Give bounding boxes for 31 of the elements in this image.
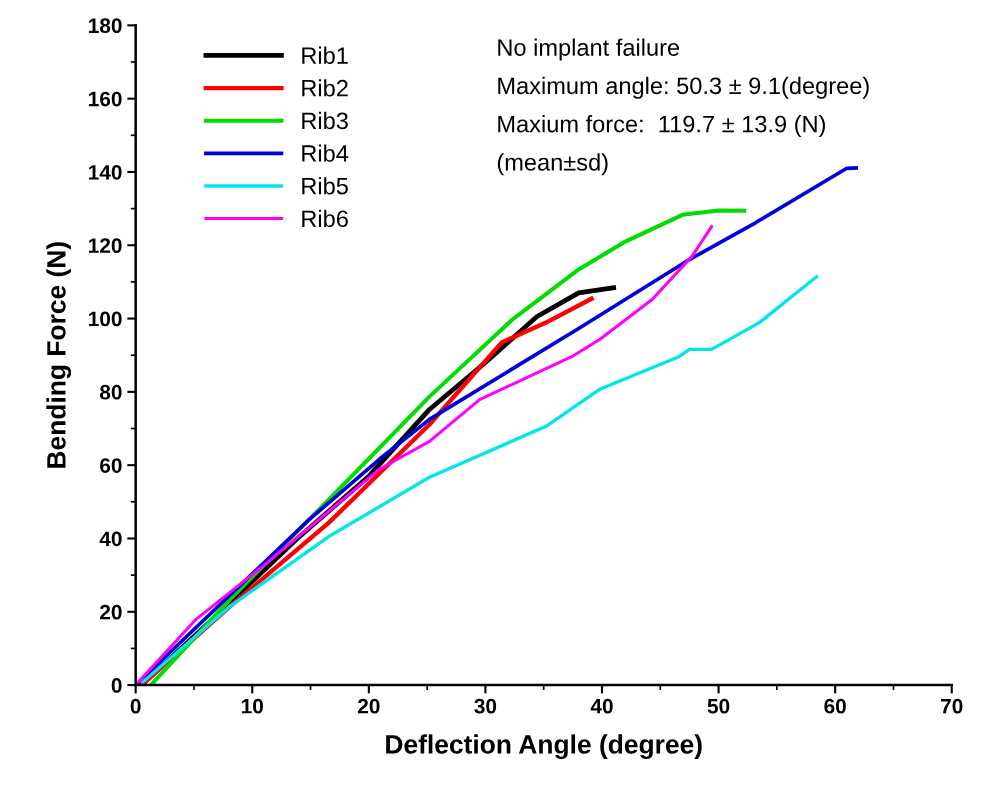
legend-label: Rib3 — [302, 111, 348, 130]
y-axis-title: Bending Force (N) — [46, 242, 72, 468]
y-tick-label: 160 — [89, 91, 122, 107]
x-tick-label: 40 — [590, 698, 613, 714]
legend-label: Rib4 — [302, 144, 349, 162]
legend-label: Rib6 — [302, 209, 348, 228]
y-tick-label: 80 — [99, 384, 122, 400]
legend-label: Rib1 — [302, 46, 348, 64]
x-tick-label: 50 — [707, 698, 730, 714]
legend-label: Rib5 — [302, 177, 348, 195]
y-tick-label: 180 — [89, 18, 122, 34]
x-axis-title: Deflection Angle (degree) — [386, 734, 702, 760]
x-tick-label: 20 — [357, 698, 380, 714]
x-tick-label: 60 — [824, 698, 846, 714]
annotation: (mean±sd) — [497, 153, 608, 176]
x-tick-label: 70 — [941, 698, 963, 714]
y-tick-label: 100 — [89, 311, 122, 327]
y-tick-label: 0 — [111, 678, 122, 693]
legend-label: Rib2 — [302, 79, 348, 97]
annotation: Maximum angle: 50.3 ± 9.1(degree) — [498, 76, 869, 99]
x-tick-label: 30 — [474, 698, 497, 714]
y-tick-label: 120 — [89, 238, 122, 254]
line-series — [141, 275, 819, 684]
y-tick-label: 60 — [100, 458, 122, 473]
annotation: Maxium force: 119.7 ± 13.9 (N) — [498, 115, 825, 138]
annotation: No implant failure — [498, 38, 680, 61]
y-tick-label: 20 — [100, 604, 122, 620]
x-tick-label: 10 — [241, 698, 263, 714]
y-tick-label: 140 — [89, 164, 122, 180]
x-tick-label: 0 — [130, 698, 141, 714]
y-tick-label: 40 — [99, 531, 122, 547]
